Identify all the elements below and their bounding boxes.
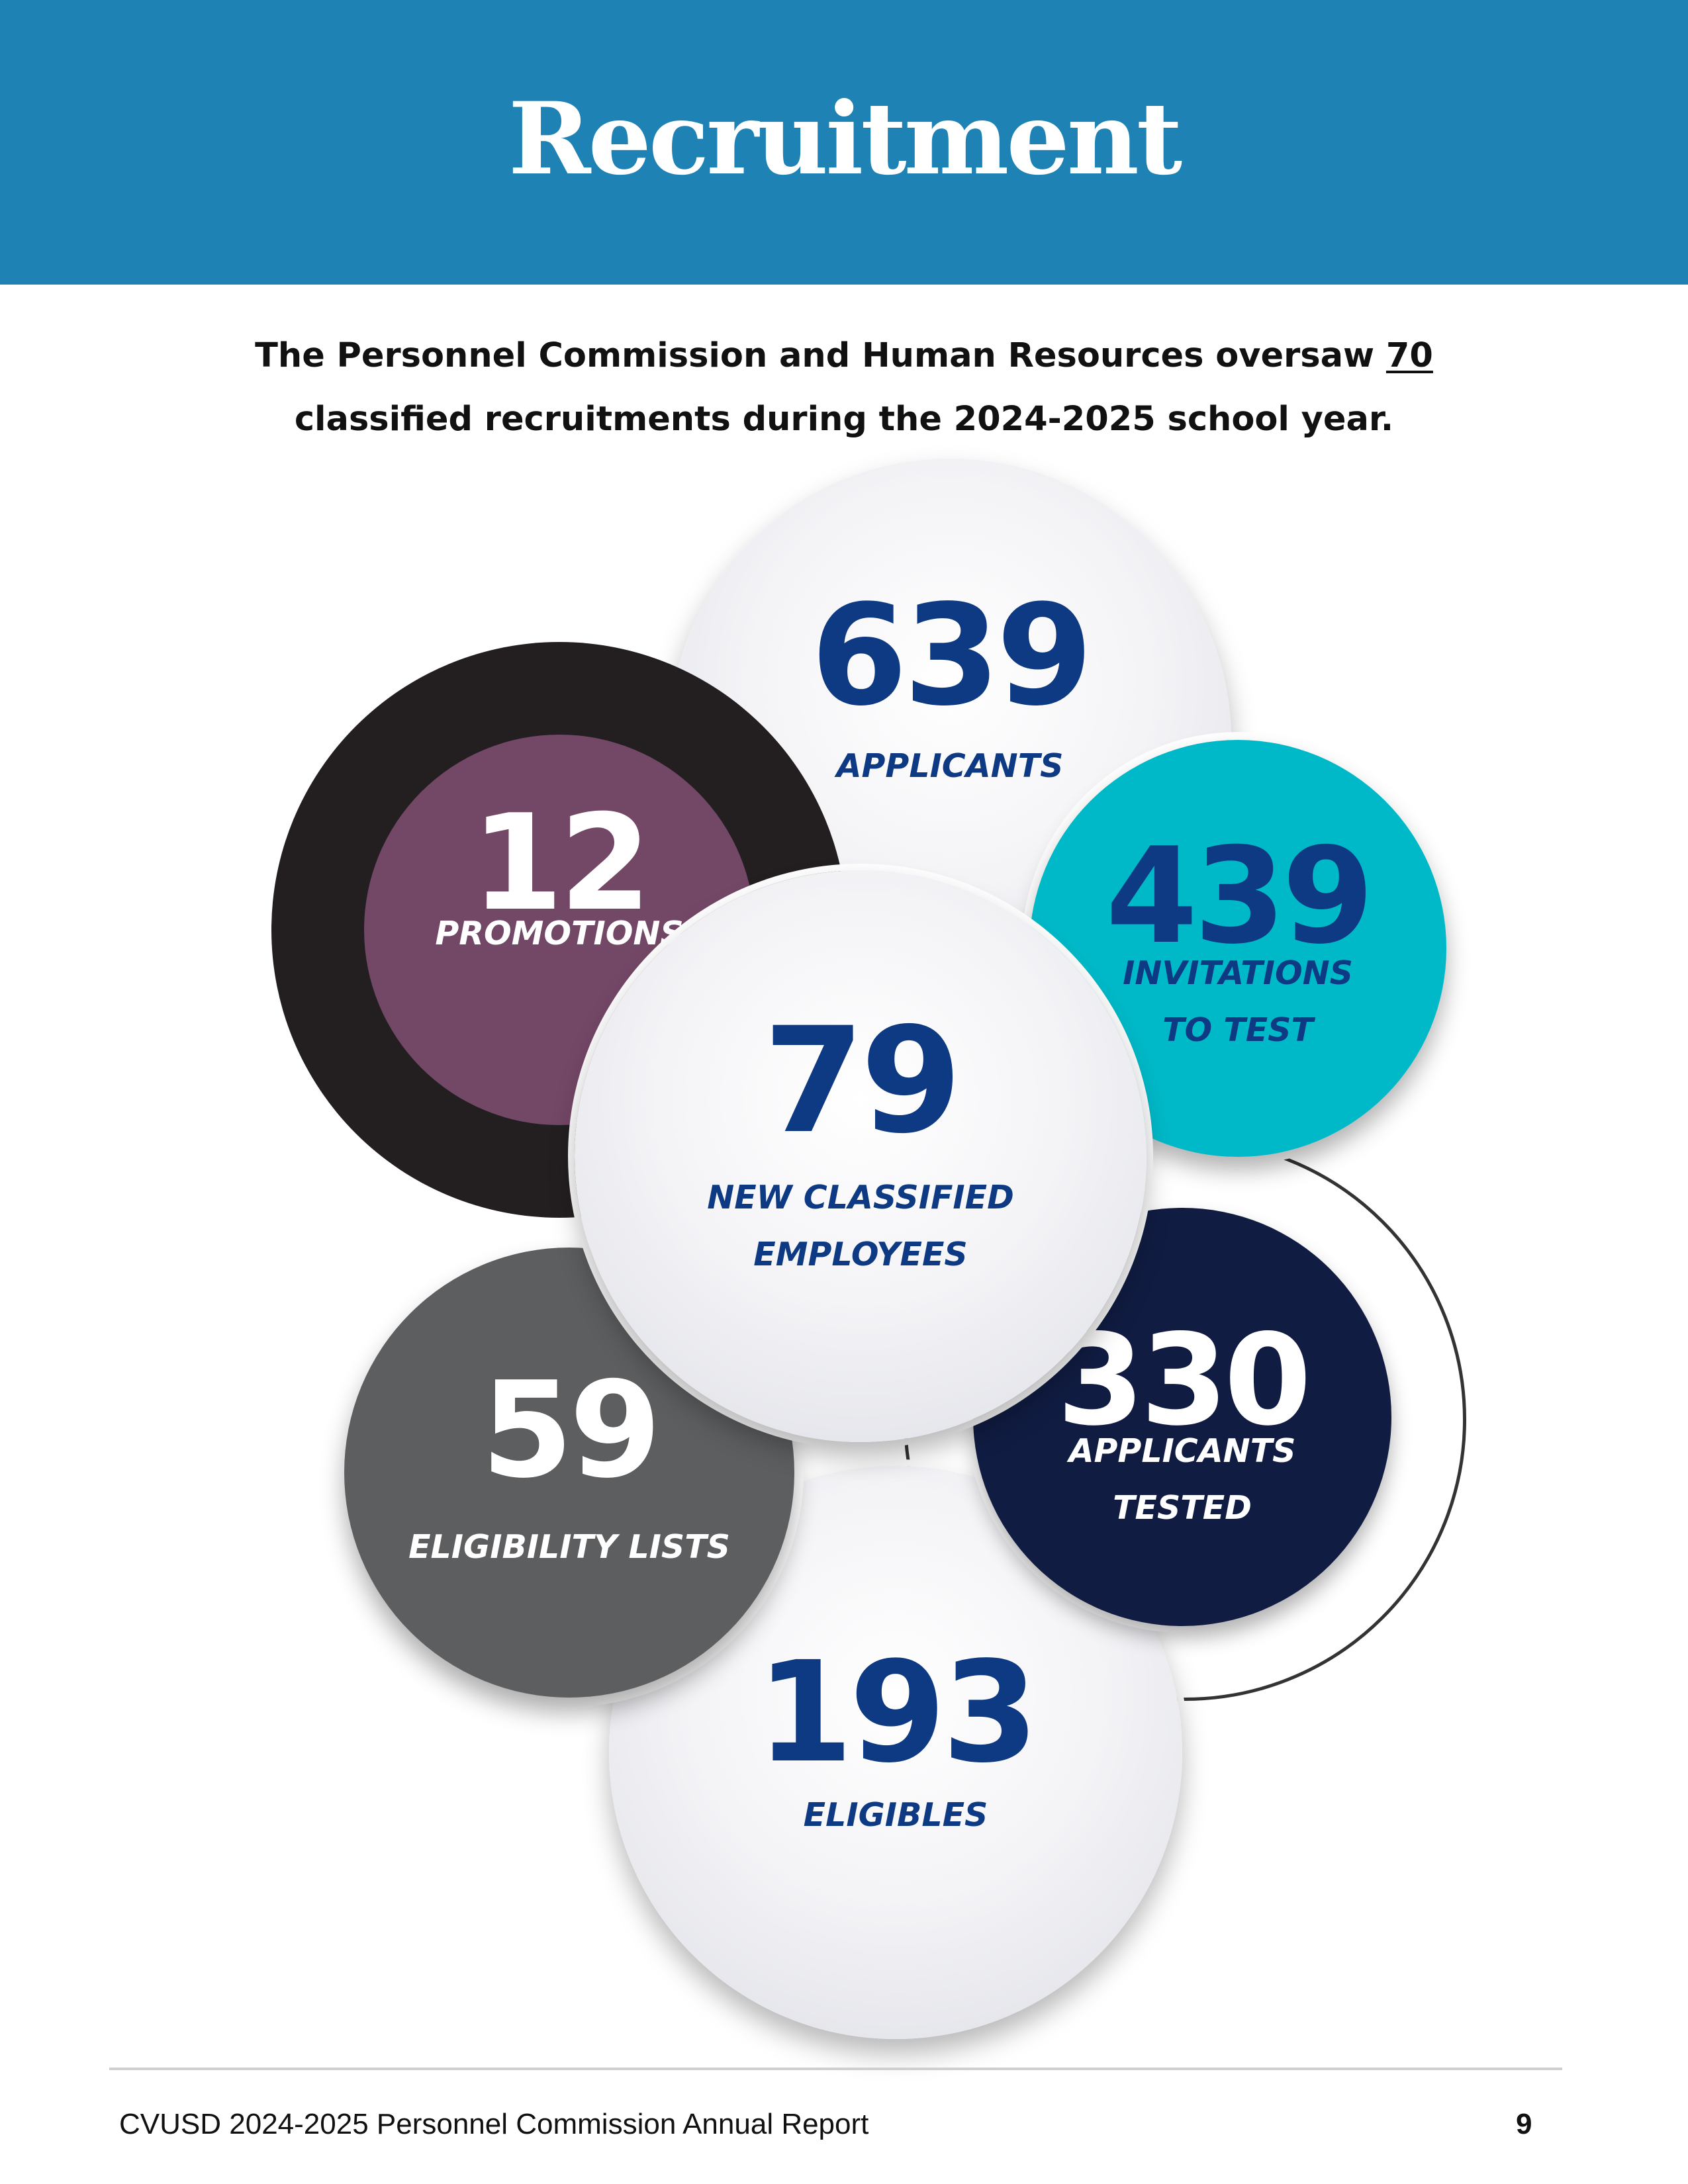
footer-divider xyxy=(109,2068,1562,2070)
intro-line-1: The Personnel Commission and Human Resou… xyxy=(199,324,1489,388)
tested-label: APPLICANTS TESTED xyxy=(973,1423,1391,1537)
promotions-label: PROMOTIONS xyxy=(435,915,684,952)
footer-report-title: CVUSD 2024-2025 Personnel Commission Ann… xyxy=(119,2108,869,2140)
invitations-label-line-2: TO TEST xyxy=(1162,1011,1313,1049)
recruitments-count: 70 xyxy=(1385,336,1433,375)
page-number: 9 xyxy=(1516,2108,1532,2140)
tested-label-line-2: TESTED xyxy=(1113,1489,1252,1527)
tested-label-line-1: APPLICANTS xyxy=(1068,1432,1296,1470)
eligibles-label: ELIGIBLES xyxy=(803,1796,988,1834)
invitations-label: INVITATIONS TO TEST xyxy=(1029,945,1446,1059)
invitations-value: 439 xyxy=(1105,819,1374,974)
intro-line-2: classified recruitments during the 2024-… xyxy=(294,400,1394,439)
eligibility-lists-label: ELIGIBILITY LISTS xyxy=(408,1528,730,1566)
eligibles-value: 193 xyxy=(756,1631,1039,1794)
new-employees-label-line-1: NEW CLASSIFIED xyxy=(707,1179,1014,1216)
new-employees-label-line-2: EMPLOYEES xyxy=(753,1236,968,1273)
applicants-value: 639 xyxy=(810,574,1093,737)
intro-line-1-prefix: The Personnel Commission and Human Resou… xyxy=(255,336,1386,375)
new-employees-value: 79 xyxy=(763,996,962,1165)
promotions-value: 12 xyxy=(471,786,651,940)
intro-text: The Personnel Commission and Human Resou… xyxy=(199,324,1489,451)
applicants-label: APPLICANTS xyxy=(836,747,1064,785)
tested-value: 330 xyxy=(1056,1307,1312,1453)
header-band: Recruitment xyxy=(0,0,1688,285)
invitations-circle: 439 INVITATIONS TO TEST xyxy=(1029,740,1446,1157)
new-employees-label: NEW CLASSIFIED EMPLOYEES xyxy=(575,1169,1147,1283)
page-title: Recruitment xyxy=(508,81,1182,197)
eligibility-lists-value: 59 xyxy=(481,1353,661,1508)
new-employees-circle: 79 NEW CLASSIFIED EMPLOYEES xyxy=(575,870,1147,1442)
invitations-label-line-1: INVITATIONS xyxy=(1123,954,1353,992)
